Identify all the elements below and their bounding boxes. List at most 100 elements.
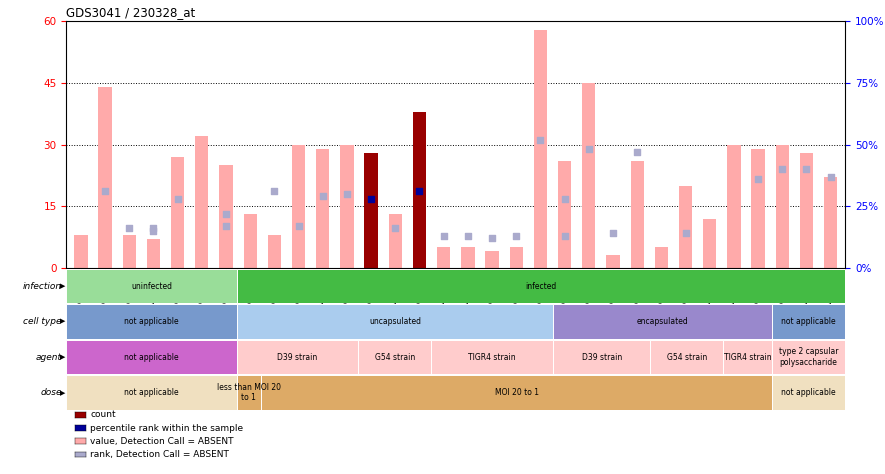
Bar bbox=[510, 247, 523, 268]
Bar bbox=[485, 251, 499, 268]
Bar bbox=[292, 145, 305, 268]
Text: not applicable: not applicable bbox=[124, 353, 179, 362]
Bar bbox=[772, 340, 845, 374]
Text: dose: dose bbox=[41, 388, 62, 397]
Text: MOI 20 to 1: MOI 20 to 1 bbox=[495, 388, 539, 397]
Bar bbox=[553, 340, 650, 374]
Text: G54 strain: G54 strain bbox=[667, 353, 707, 362]
Bar bbox=[66, 304, 237, 339]
Text: TIGR4 strain: TIGR4 strain bbox=[468, 353, 516, 362]
Text: TIGR4 strain: TIGR4 strain bbox=[724, 353, 772, 362]
Bar bbox=[237, 269, 845, 303]
Bar bbox=[237, 375, 261, 410]
Text: percentile rank within the sample: percentile rank within the sample bbox=[90, 424, 243, 432]
Text: uninfected: uninfected bbox=[131, 282, 172, 291]
Text: not applicable: not applicable bbox=[124, 317, 179, 326]
Bar bbox=[147, 239, 160, 268]
Point bbox=[534, 136, 548, 144]
Bar bbox=[775, 145, 789, 268]
Text: D39 strain: D39 strain bbox=[581, 353, 622, 362]
Point bbox=[581, 146, 596, 153]
Bar bbox=[606, 255, 619, 268]
Bar bbox=[679, 186, 692, 268]
Bar bbox=[800, 153, 813, 268]
Bar bbox=[650, 340, 724, 374]
Bar bbox=[582, 83, 596, 268]
Text: not applicable: not applicable bbox=[124, 388, 179, 397]
Text: ▶: ▶ bbox=[60, 390, 65, 396]
Point bbox=[436, 232, 450, 239]
Bar bbox=[412, 112, 427, 268]
Bar bbox=[432, 340, 553, 374]
Point bbox=[340, 190, 354, 198]
Bar bbox=[268, 235, 281, 268]
Bar bbox=[341, 145, 354, 268]
Bar bbox=[66, 375, 237, 410]
Point bbox=[219, 210, 233, 218]
Text: ▶: ▶ bbox=[60, 354, 65, 360]
Bar bbox=[534, 29, 547, 268]
Bar bbox=[727, 145, 741, 268]
Bar bbox=[772, 375, 845, 410]
Bar bbox=[655, 247, 668, 268]
Bar bbox=[171, 157, 184, 268]
Bar bbox=[358, 340, 431, 374]
Point bbox=[364, 195, 378, 202]
Text: rank, Detection Call = ABSENT: rank, Detection Call = ABSENT bbox=[90, 450, 229, 459]
Text: uncapsulated: uncapsulated bbox=[369, 317, 421, 326]
Bar bbox=[123, 235, 136, 268]
Bar bbox=[461, 247, 474, 268]
Point bbox=[316, 192, 330, 200]
Text: agent: agent bbox=[36, 353, 62, 362]
Bar bbox=[316, 149, 329, 268]
Bar bbox=[751, 149, 765, 268]
Bar bbox=[630, 161, 643, 268]
Text: D39 strain: D39 strain bbox=[278, 353, 318, 362]
Text: ▶: ▶ bbox=[60, 283, 65, 289]
Point bbox=[824, 173, 838, 181]
Point bbox=[630, 148, 644, 156]
Bar bbox=[553, 304, 772, 339]
Bar bbox=[261, 375, 772, 410]
Bar bbox=[98, 87, 112, 268]
Bar bbox=[703, 219, 716, 268]
Point bbox=[461, 232, 475, 239]
Text: not applicable: not applicable bbox=[781, 388, 836, 397]
Text: GDS3041 / 230328_at: GDS3041 / 230328_at bbox=[66, 6, 196, 19]
Point bbox=[412, 188, 427, 195]
Bar bbox=[66, 340, 237, 374]
Point bbox=[485, 235, 499, 242]
Text: G54 strain: G54 strain bbox=[375, 353, 415, 362]
Text: encapsulated: encapsulated bbox=[637, 317, 689, 326]
Bar bbox=[66, 269, 237, 303]
Text: infected: infected bbox=[526, 282, 557, 291]
Text: not applicable: not applicable bbox=[781, 317, 836, 326]
Point bbox=[146, 227, 160, 235]
Bar bbox=[437, 247, 450, 268]
Point bbox=[558, 232, 572, 239]
Text: count: count bbox=[90, 410, 116, 419]
Bar bbox=[74, 235, 88, 268]
Point bbox=[171, 195, 185, 202]
Bar bbox=[196, 137, 209, 268]
Bar bbox=[243, 214, 257, 268]
Point bbox=[291, 222, 305, 230]
Text: type 2 capsular
polysaccharide: type 2 capsular polysaccharide bbox=[779, 347, 838, 367]
Point bbox=[219, 222, 233, 230]
Bar bbox=[772, 304, 845, 339]
Point bbox=[679, 229, 693, 237]
Point bbox=[558, 195, 572, 202]
Bar bbox=[558, 161, 571, 268]
Point bbox=[267, 188, 281, 195]
Text: less than MOI 20
to 1: less than MOI 20 to 1 bbox=[217, 383, 281, 402]
Point bbox=[799, 165, 813, 173]
Point bbox=[98, 188, 112, 195]
Point bbox=[389, 225, 403, 232]
Point bbox=[775, 165, 789, 173]
Point bbox=[146, 225, 160, 232]
Text: value, Detection Call = ABSENT: value, Detection Call = ABSENT bbox=[90, 437, 234, 446]
Text: ▶: ▶ bbox=[60, 319, 65, 325]
Bar bbox=[219, 165, 233, 268]
Point bbox=[122, 225, 136, 232]
Point bbox=[751, 175, 766, 183]
